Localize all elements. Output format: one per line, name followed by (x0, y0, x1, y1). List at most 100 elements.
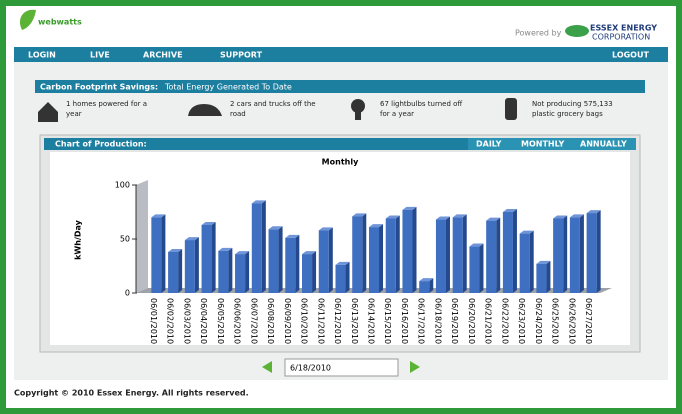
company: ESSEX ENERGY (590, 24, 657, 33)
bar-side (261, 200, 266, 293)
bar-side (194, 237, 199, 293)
x-tick-label: 06/14/2010 (367, 298, 376, 344)
bar-top (385, 215, 400, 219)
house-icon (38, 102, 58, 122)
bar-top (435, 216, 450, 220)
x-tick-label: 06/20/2010 (467, 298, 476, 344)
x-tick-label: 06/19/2010 (450, 298, 459, 344)
bulb-icon (351, 99, 365, 113)
savings-title: Carbon Footprint Savings: (40, 83, 158, 92)
chart: 0 50 100 06/01/2010 06/02/2010 06/03/2010 06/0… (115, 181, 601, 344)
savings-bar (35, 80, 645, 93)
x-tick-label: 06/01/2010 (149, 298, 158, 344)
tab[interactable]: DAILY (476, 140, 502, 149)
bar (536, 263, 547, 293)
bar-side (345, 261, 350, 293)
prev-arrow[interactable] (262, 361, 272, 373)
savings-item: 1 homes powered for a (66, 100, 147, 108)
bar-top (168, 248, 183, 252)
bar-top (251, 200, 266, 204)
tab[interactable]: MONTHLY (521, 140, 564, 149)
x-tick-label: 06/12/2010 (333, 298, 342, 344)
x-tick-label: 06/05/2010 (216, 298, 225, 344)
x-tick-label: 06/21/2010 (484, 298, 493, 344)
x-tick-label: 06/27/2010 (584, 298, 593, 344)
bar-top (553, 215, 568, 219)
bar-side (278, 226, 283, 293)
nav-link[interactable]: LIVE (90, 51, 110, 60)
bar-top (285, 234, 300, 238)
logo: webwatts (38, 18, 82, 27)
bar (519, 233, 530, 293)
x-tick-label: 06/11/2010 (316, 298, 325, 344)
bar-top (402, 206, 417, 210)
bar (553, 218, 564, 293)
bar-top (302, 251, 317, 255)
nav-link[interactable]: LOGOUT (612, 51, 649, 60)
bar-top (352, 213, 367, 217)
x-tick-label: 06/07/2010 (249, 298, 258, 344)
savings-item: year (66, 110, 82, 118)
bar (352, 216, 363, 293)
bar-side (546, 260, 551, 293)
bar-side (328, 227, 333, 293)
nav-link[interactable]: ARCHIVE (143, 51, 183, 60)
bar (586, 213, 597, 293)
x-tick-label: 06/15/2010 (383, 298, 392, 344)
bar-top (586, 210, 601, 214)
savings-subtitle: Total Energy Generated To Date (164, 83, 292, 92)
bar-top (201, 221, 216, 225)
x-tick-label: 06/13/2010 (350, 298, 359, 344)
company-sub: CORPORATION (592, 33, 650, 42)
bar-side (161, 214, 166, 293)
company-icon (565, 25, 589, 37)
nav-link[interactable]: SUPPORT (220, 51, 263, 60)
bar (302, 254, 313, 293)
x-tick-label: 06/03/2010 (182, 298, 191, 344)
bar-side (379, 224, 384, 293)
x-tick-label: 06/24/2010 (534, 298, 543, 344)
savings-item: 2 cars and trucks off the (230, 100, 316, 108)
chart-title: Monthly (322, 158, 359, 167)
x-tick-label: 06/16/2010 (400, 298, 409, 344)
bar-side (245, 251, 250, 293)
bar-side (462, 214, 467, 293)
bar-top (502, 209, 517, 212)
bar (235, 254, 246, 293)
bar-side (496, 217, 501, 293)
bar (452, 217, 463, 293)
date-input[interactable] (284, 358, 399, 377)
bar-side (596, 210, 601, 293)
x-tick-label: 06/10/2010 (300, 298, 309, 344)
x-tick-label: 06/18/2010 (433, 298, 442, 344)
bar-top (268, 226, 283, 230)
bag-icon (505, 98, 517, 120)
bar (285, 237, 296, 293)
bar-top (536, 260, 551, 264)
tab[interactable]: ANNUALLY (580, 140, 627, 149)
bar (318, 230, 329, 293)
bar-top (452, 214, 467, 218)
logo-icon (19, 9, 36, 30)
bar-top (368, 224, 384, 228)
bar (569, 217, 580, 293)
bar (469, 246, 480, 293)
car-icon (188, 104, 222, 116)
bar-side (512, 209, 517, 293)
bar-top (419, 278, 434, 282)
bar-side (445, 216, 450, 293)
next-arrow[interactable] (410, 361, 420, 373)
savings-item: 67 lightbulbs turned off (380, 100, 462, 108)
bar-side (529, 230, 534, 293)
bar-side (479, 243, 484, 293)
bar-top (318, 227, 333, 231)
bar-side (579, 214, 584, 293)
nav-link[interactable]: LOGIN (28, 51, 56, 60)
bar-top (469, 243, 484, 247)
bar-top (335, 261, 350, 265)
bar-top (486, 217, 501, 221)
bar (251, 203, 262, 293)
x-tick-label: 06/04/2010 (199, 298, 208, 344)
bar (435, 219, 446, 293)
date-value: 6/18/2010 (290, 364, 331, 373)
